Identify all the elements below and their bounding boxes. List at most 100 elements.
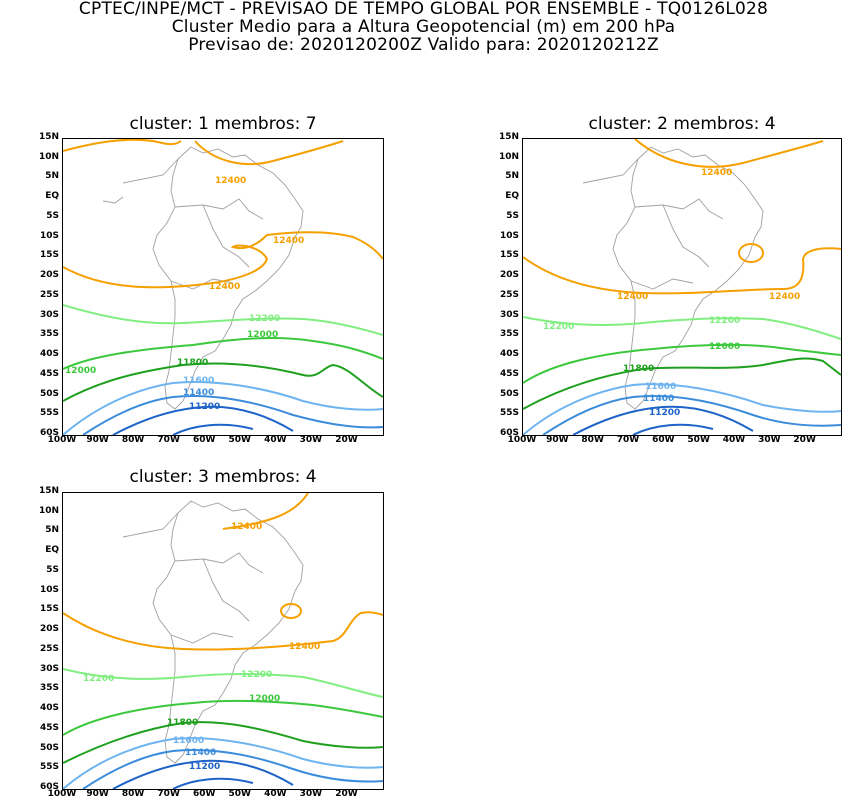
lat-tick-label: 50S [499, 388, 519, 399]
lon-tick-label: 20W [335, 435, 358, 445]
label-11800: 11800 [623, 364, 654, 374]
lon-tick-label: 40W [264, 789, 287, 799]
lat-tick-label: 15N [38, 132, 59, 142]
label-11800: 11800 [177, 358, 208, 368]
panel-1-svg: 12400 12400 12400 12200 12000 12000 1180… [63, 139, 383, 435]
lat-tick-label: 50S [39, 388, 59, 399]
label-11400: 11400 [643, 394, 674, 404]
contour-11400 [542, 394, 841, 435]
lat-tick-label: 30S [499, 309, 519, 320]
label-12000: 12000 [709, 342, 740, 352]
lon-tick-label: 70W [157, 789, 180, 799]
lat-tick-label: 25S [39, 643, 59, 654]
lat-tick-label: 5S [46, 210, 59, 221]
lat-tick-label: 55S [499, 408, 519, 419]
label-12000-a: 12000 [247, 330, 278, 340]
lon-tick-label: 100W [507, 435, 537, 445]
lat-tick-label: 5S [46, 564, 59, 575]
lat-tick-label: EQ [45, 545, 59, 556]
contour-11200 [112, 759, 294, 789]
lat-tick-label: 30S [39, 309, 59, 320]
lon-tick-label: 30W [758, 435, 781, 445]
lat-tick-label: 5N [45, 525, 59, 536]
lat-tick-label: 40S [39, 349, 59, 360]
lat-tick-label: 10N [498, 151, 519, 162]
lon-tick-label: 100W [47, 435, 77, 445]
lat-tick-label: 15S [39, 604, 59, 615]
lon-tick-label: 50W [228, 435, 251, 445]
contour-12400-a [634, 139, 824, 168]
contour-11800 [63, 721, 383, 764]
lon-tick-label: 60W [192, 435, 216, 445]
label-11200: 11200 [189, 762, 220, 772]
label-11200: 11200 [649, 408, 680, 418]
lon-tick-label: 50W [687, 435, 710, 445]
lon-tick-label: 90W [86, 789, 109, 799]
panel-2-svg: 12400 12400 12400 12200 12200 12000 1180… [523, 139, 841, 435]
lat-tick-label: 15N [498, 132, 519, 142]
lat-tick-label: 55S [39, 762, 59, 773]
lon-tick-label: 60W [192, 789, 216, 799]
contour-11800 [523, 357, 841, 410]
lat-tick-label: 55S [39, 408, 59, 419]
lon-tick-label: 30W [299, 435, 323, 445]
label-12400-a: 12400 [215, 176, 246, 186]
lat-tick-label: 25S [499, 289, 519, 300]
label-12200-a: 12200 [83, 674, 114, 684]
contour-11600 [63, 380, 383, 435]
contour-12200 [63, 304, 383, 336]
lon-tick-label: 20W [793, 435, 816, 445]
lon-tick-label: 60W [652, 435, 675, 445]
lat-tick-label: 5N [45, 171, 59, 182]
lat-tick-label: 15N [38, 486, 59, 496]
panel-3-svg: 12400 12400 12200 12200 12000 11800 1160… [63, 493, 383, 789]
lon-tick-label: 70W [157, 435, 180, 445]
lon-tick-label: 80W [121, 435, 145, 445]
contour-12000 [63, 337, 383, 370]
label-12200: 12200 [249, 314, 280, 324]
contour-11400 [82, 748, 383, 789]
lat-tick-label: 35S [39, 329, 59, 340]
lat-tick-label: 20S [39, 624, 59, 635]
lat-tick-label: 10S [39, 584, 59, 595]
contour-11400 [82, 394, 383, 435]
contour-12200 [63, 668, 383, 698]
lat-tick-label: 60S [39, 782, 59, 792]
lon-tick-label: 40W [264, 435, 287, 445]
lat-tick-label: 10S [39, 230, 59, 241]
contour-11200-inner [172, 777, 254, 789]
lat-tick-label: 60S [39, 428, 59, 438]
lat-tick-label: 40S [39, 703, 59, 714]
contour-12200 [523, 316, 841, 340]
label-12000-b: 12000 [65, 366, 96, 376]
lon-tick-label: 40W [722, 435, 746, 445]
label-12000: 12000 [249, 694, 280, 704]
label-12400-c: 12400 [209, 282, 240, 292]
label-12400-b: 12400 [289, 642, 320, 652]
continent-outline [102, 146, 304, 410]
contour-11200-inner [172, 423, 254, 435]
figure-header: CPTEC/INPE/MCT - PREVISAO DE TEMPO GLOBA… [0, 0, 847, 54]
contour-12000 [523, 343, 841, 384]
contour-11600 [523, 383, 841, 435]
lat-tick-label: 10N [38, 505, 59, 516]
lon-tick-label: 100W [47, 789, 77, 799]
lat-tick-label: 35S [499, 329, 519, 340]
lat-tick-label: EQ [505, 191, 519, 202]
panel-1-map: 12400 12400 12400 12200 12000 12000 1180… [62, 138, 384, 436]
label-11400: 11400 [185, 748, 216, 758]
contour-11800 [63, 362, 383, 402]
lon-tick-label: 50W [228, 789, 251, 799]
contour-12000 [63, 699, 383, 736]
label-11800: 11800 [167, 718, 198, 728]
lat-tick-label: 60S [499, 428, 519, 438]
lat-tick-label: 20S [39, 270, 59, 281]
lon-tick-label: 70W [616, 435, 640, 445]
contour-12400-b [523, 247, 841, 295]
lon-tick-label: 80W [581, 435, 604, 445]
contour-12400-b [63, 611, 383, 651]
contour-12400-a [222, 493, 309, 530]
lat-tick-label: 25S [39, 289, 59, 300]
panel-2-title: cluster: 2 membros: 4 [588, 114, 776, 134]
label-12400-c: 12400 [769, 292, 800, 302]
